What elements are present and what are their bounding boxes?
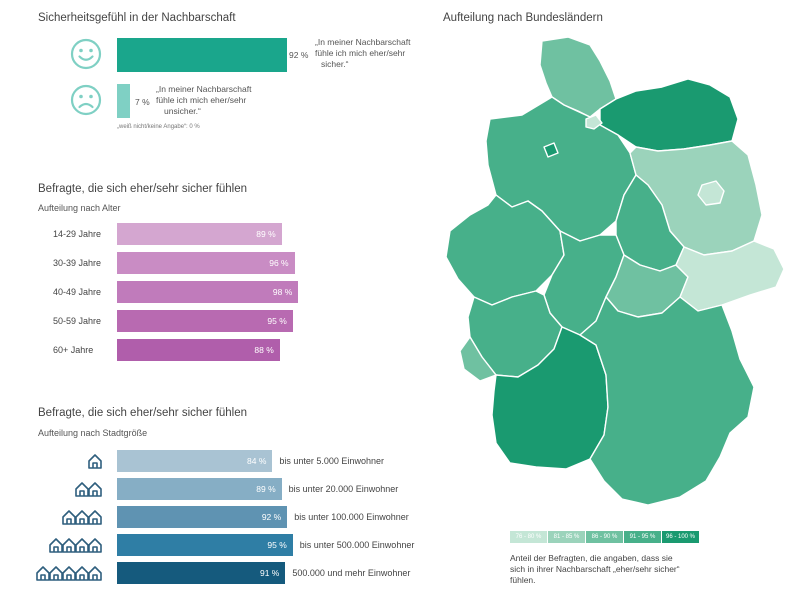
map-caption-line1: Anteil der Befragten, die angaben, dass … bbox=[510, 553, 673, 563]
age-bar-value: 95 % bbox=[267, 316, 287, 326]
size-bar-value: 91 % bbox=[259, 568, 280, 578]
size-title: Befragte, die sich eher/sehr sicher fühl… bbox=[38, 407, 248, 419]
size-subtitle: Aufteilung nach Stadtgröße bbox=[38, 428, 148, 438]
age-bar-value: 88 % bbox=[254, 345, 274, 355]
region-sachsen bbox=[675, 240, 785, 312]
legend-item: 96 - 100 % bbox=[662, 531, 699, 543]
quote-unsafe-line3: unsicher.“ bbox=[164, 106, 201, 116]
no-answer-note: „weiß nicht/keine Angabe“: 0 % bbox=[117, 124, 200, 130]
age-label: 60+ Jahre bbox=[53, 345, 94, 355]
bar-safe bbox=[117, 38, 288, 72]
house-icon bbox=[74, 481, 104, 502]
age-bar-value: 89 % bbox=[256, 229, 276, 239]
happy-face-icon bbox=[70, 38, 102, 70]
age-bar: 89 % bbox=[117, 223, 282, 245]
size-bar: 84 % bbox=[117, 450, 273, 472]
size-bar-value: 84 % bbox=[247, 456, 267, 466]
age-label: 14-29 Jahre bbox=[53, 229, 102, 239]
legend-item: 76 - 80 % bbox=[510, 531, 547, 543]
quote-safe-line2: fühle ich mich eher/sehr bbox=[315, 48, 406, 58]
quote-unsafe: „In meiner Nachbarschaft fühle ich mich … bbox=[156, 84, 251, 117]
house-icon bbox=[48, 537, 104, 558]
value-label-unsafe: 7 % bbox=[135, 97, 150, 107]
legend-item: 91 - 95 % bbox=[624, 531, 661, 543]
size-label: bis unter 5.000 Einwohner bbox=[279, 456, 384, 466]
size-label: bis unter 100.000 Einwohner bbox=[294, 512, 409, 522]
house-icon bbox=[61, 509, 104, 530]
age-label: 40-49 Jahre bbox=[53, 287, 102, 297]
quote-safe-line3: sicher.“ bbox=[321, 59, 349, 69]
quote-unsafe-line2: fühle ich mich eher/sehr bbox=[156, 95, 247, 105]
map-caption-line2: sich in ihrer Nachbarschaft „eher/sehr s… bbox=[510, 564, 680, 574]
quote-safe: „In meiner Nachbarschaft fühle ich mich … bbox=[315, 37, 410, 70]
map-caption: Anteil der Befragten, die angaben, dass … bbox=[510, 553, 680, 586]
map-title: Aufteilung nach Bundesländern bbox=[443, 12, 603, 24]
age-label: 30-39 Jahre bbox=[53, 258, 102, 268]
germany-map bbox=[445, 36, 785, 506]
region-hamburg bbox=[585, 114, 603, 130]
size-bar: 95 % bbox=[117, 534, 293, 556]
value-label-safe: 92 % bbox=[289, 50, 309, 60]
quote-unsafe-line1: „In meiner Nachbarschaft bbox=[156, 84, 252, 94]
house-icon bbox=[35, 565, 104, 586]
quote-safe-line1: „In meiner Nachbarschaft bbox=[315, 37, 411, 47]
region-saarland bbox=[459, 336, 497, 382]
sad-face-icon bbox=[70, 84, 102, 116]
legend-item: 86 - 90 % bbox=[586, 531, 623, 543]
size-bar: 89 % bbox=[117, 478, 282, 500]
size-label: bis unter 20.000 Einwohner bbox=[288, 484, 399, 494]
chart-title: Sicherheitsgefühl in der Nachbarschaft bbox=[38, 12, 236, 24]
size-label: 500.000 und mehr Einwohner bbox=[292, 568, 411, 578]
age-label: 50-59 Jahre bbox=[53, 316, 102, 326]
region-berlin bbox=[697, 180, 725, 206]
region-bremen bbox=[543, 142, 559, 158]
map-caption-line3: fühlen. bbox=[510, 575, 536, 585]
region-bayern bbox=[579, 296, 755, 506]
age-bar: 95 % bbox=[117, 310, 293, 332]
size-bar: 92 % bbox=[117, 506, 288, 528]
region-schleswig-holstein bbox=[539, 36, 617, 118]
size-label: bis unter 500.000 Einwohner bbox=[299, 540, 415, 550]
size-bar-value: 95 % bbox=[267, 540, 287, 550]
age-bar: 88 % bbox=[117, 339, 280, 361]
legend-item: 81 - 85 % bbox=[548, 531, 585, 543]
bar-unsafe bbox=[117, 84, 130, 118]
age-bar: 98 % bbox=[117, 281, 299, 303]
age-bar: 96 % bbox=[117, 252, 295, 274]
age-subtitle: Aufteilung nach Alter bbox=[38, 203, 121, 213]
size-bar-value: 92 % bbox=[261, 512, 282, 522]
age-bar-value: 96 % bbox=[269, 258, 289, 268]
size-bar-value: 89 % bbox=[256, 484, 276, 494]
size-bar: 91 % bbox=[117, 562, 286, 584]
age-title: Befragte, die sich eher/sehr sicher fühl… bbox=[38, 183, 248, 195]
house-icon bbox=[87, 453, 104, 474]
age-bar-value: 98 % bbox=[272, 287, 293, 297]
